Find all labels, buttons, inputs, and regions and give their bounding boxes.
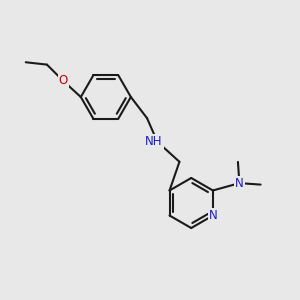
Text: N: N (235, 177, 244, 190)
Text: N: N (208, 209, 217, 222)
Text: O: O (58, 74, 68, 87)
Text: NH: NH (145, 135, 163, 148)
